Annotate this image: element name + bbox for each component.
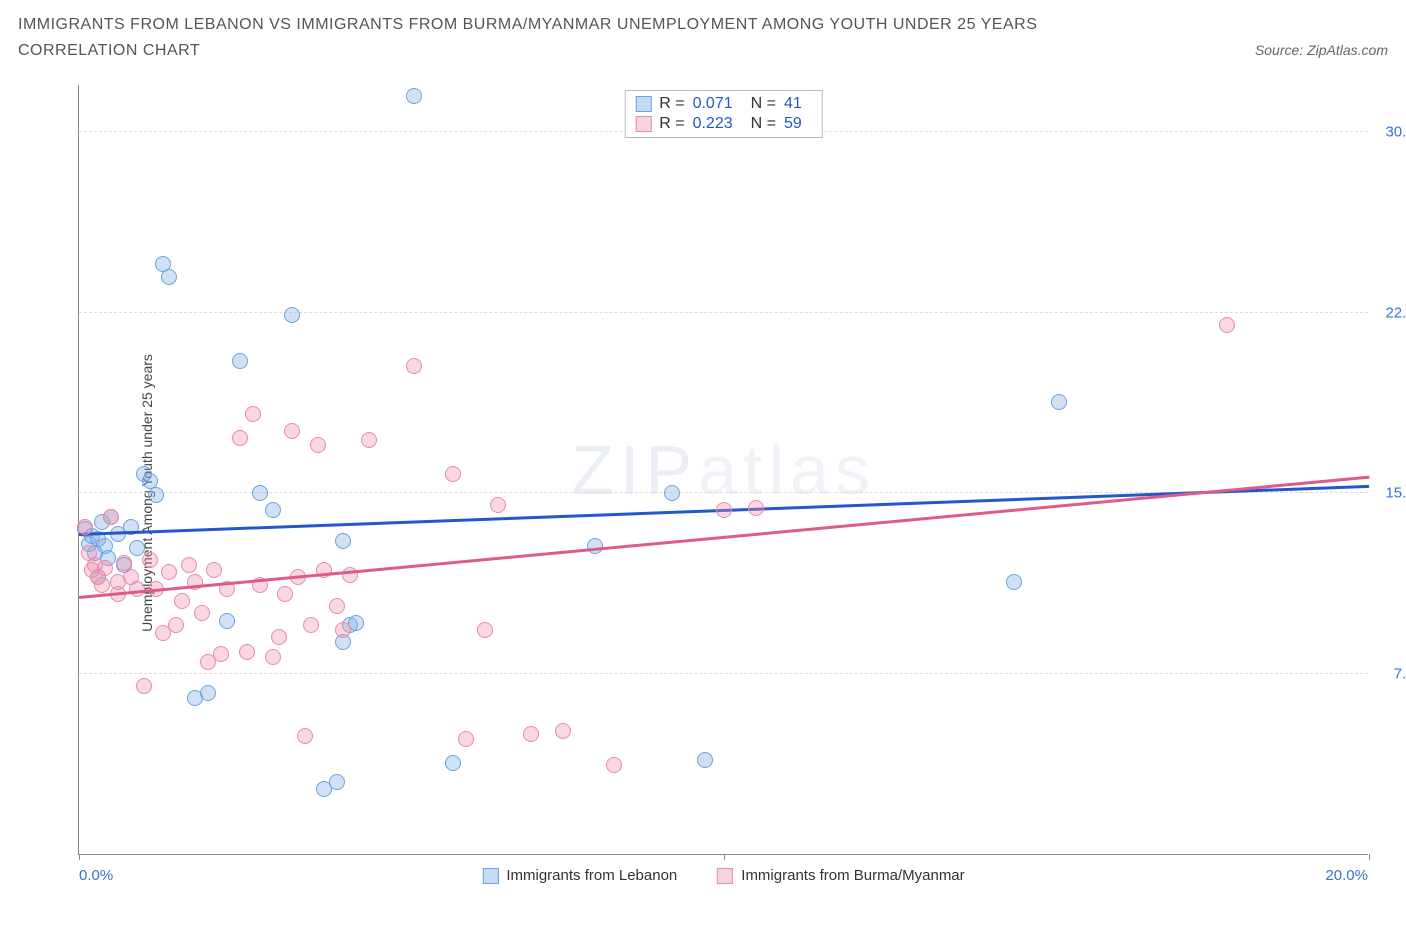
gridline [79,673,1368,674]
data-point [136,678,152,694]
watermark: ZIPatlas [571,430,876,510]
chart-subtitle: CORRELATION CHART [18,42,200,60]
data-point [284,423,300,439]
legend-label: Immigrants from Burma/Myanmar [741,867,964,884]
data-point [277,586,293,602]
y-tick-label: 15.0% [1385,485,1406,502]
data-point [174,593,190,609]
data-point [329,774,345,790]
r-value: 0.071 [693,95,733,113]
data-point [97,560,113,576]
data-point [206,562,222,578]
legend-swatch [717,868,733,884]
data-point [103,509,119,525]
source-attribution: Source: ZipAtlas.com [1255,42,1388,58]
legend-swatch [482,868,498,884]
trendline [79,476,1369,599]
legend-stats-row: R = 0.071 N = 41 [635,94,812,114]
data-point [245,406,261,422]
data-point [406,358,422,374]
data-point [1006,574,1022,590]
data-point [490,497,506,513]
data-point [606,757,622,773]
data-point [213,646,229,662]
data-point [477,622,493,638]
x-tick-min: 0.0% [79,867,113,884]
data-point [445,466,461,482]
x-tick-max: 20.0% [1325,867,1368,884]
legend-item: Immigrants from Burma/Myanmar [717,867,964,884]
data-point [1051,394,1067,410]
data-point [232,353,248,369]
y-tick-label: 22.5% [1385,304,1406,321]
data-point [329,598,345,614]
data-point [252,485,268,501]
r-value: 0.223 [693,115,733,133]
data-point [232,430,248,446]
plot-area: ZIPatlas R =0.071N =41R =0.223N =59 0.0%… [78,85,1368,855]
data-point [194,605,210,621]
data-point [265,649,281,665]
data-point [181,557,197,573]
data-point [716,502,732,518]
legend-stats-row: R = 0.223 N = 59 [635,114,812,134]
legend-swatch [635,116,651,132]
bottom-legend: Immigrants from Lebanon Immigrants from B… [482,867,964,884]
n-value: 41 [784,95,802,113]
r-label: R = [659,115,684,133]
data-point [1219,317,1235,333]
data-point [445,755,461,771]
n-label: N = [751,115,776,133]
data-point [555,723,571,739]
n-label: N = [751,95,776,113]
data-point [297,728,313,744]
watermark-thin: atlas [698,431,876,509]
data-point [129,540,145,556]
chart-title: IMMIGRANTS FROM LEBANON VS IMMIGRANTS FR… [18,12,1388,38]
data-point [284,307,300,323]
data-point [161,269,177,285]
r-label: R = [659,95,684,113]
data-point [271,629,287,645]
data-point [361,432,377,448]
data-point [406,88,422,104]
gridline [79,312,1368,313]
chart-container: Unemployment Among Youth under 25 years … [18,85,1388,915]
data-point [310,437,326,453]
data-point [142,552,158,568]
n-value: 59 [784,115,802,133]
x-tick [79,854,80,860]
data-point [458,731,474,747]
data-point [664,485,680,501]
data-point [200,685,216,701]
data-point [697,752,713,768]
x-tick [724,854,725,860]
legend-swatch [635,96,651,112]
data-point [303,617,319,633]
data-point [335,533,351,549]
data-point [265,502,281,518]
data-point [168,617,184,633]
data-point [523,726,539,742]
data-point [148,487,164,503]
data-point [219,613,235,629]
legend-item: Immigrants from Lebanon [482,867,677,884]
data-point [161,564,177,580]
data-point [335,622,351,638]
legend-stats-box: R = 0.071 N = 41 R = 0.223 N = 59 [624,90,823,138]
data-point [94,577,110,593]
data-point [239,644,255,660]
x-tick [1369,854,1370,860]
y-tick-label: 30.0% [1385,124,1406,141]
y-tick-label: 7.5% [1394,665,1406,682]
data-point [587,538,603,554]
data-point [748,500,764,516]
legend-label: Immigrants from Lebanon [506,867,677,884]
data-point [77,519,93,535]
